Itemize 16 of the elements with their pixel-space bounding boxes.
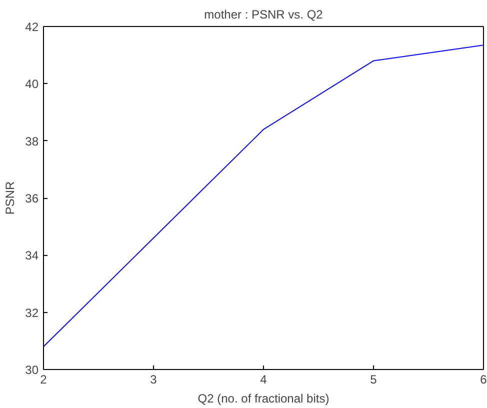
y-axis-title: PSNR [3,180,18,215]
y-tick-label: 34 [25,248,39,263]
line-series [44,44,484,348]
x-tick-label: 3 [150,372,158,386]
x-tick-label: 2 [40,372,48,386]
x-tick-label: 6 [480,372,487,386]
y-tick-label: 32 [25,306,39,320]
y-tick-label: 30 [25,363,39,377]
y-tick-label: 40 [25,77,39,92]
x-axis-title: Q2 (no. of fractional bits) [198,392,330,406]
y-tick-label: 36 [25,192,39,206]
y-tick-label: 42 [25,20,39,34]
y-tick-label: 38 [25,134,39,148]
x-tick-label: 5 [370,372,378,386]
chart-title: mother : PSNR vs. Q2 [204,8,324,22]
x-tick-label: 4 [260,372,268,386]
